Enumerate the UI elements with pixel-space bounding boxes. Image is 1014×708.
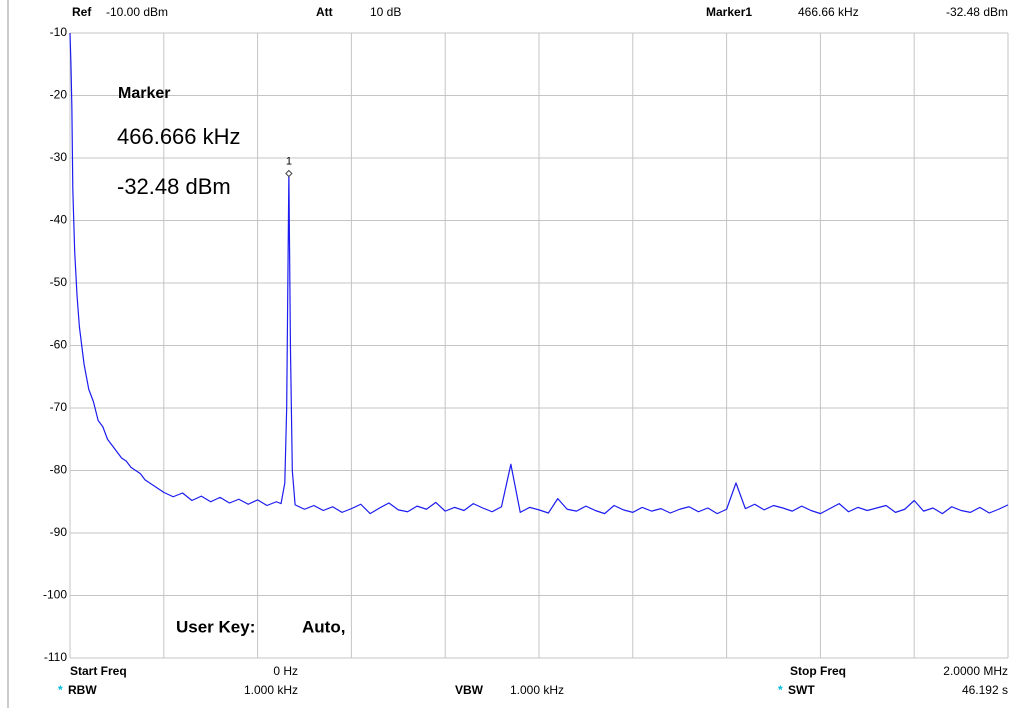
rbw-label: RBW bbox=[68, 683, 97, 697]
y-tick-label: -90 bbox=[50, 525, 68, 539]
marker-header-level: -32.48 dBm bbox=[946, 5, 1008, 19]
y-tick-label: -110 bbox=[44, 650, 67, 664]
stop-freq-label: Stop Freq bbox=[790, 664, 846, 678]
att-label: Att bbox=[316, 5, 333, 19]
rbw-star: * bbox=[58, 683, 63, 697]
vbw-value: 1.000 kHz bbox=[510, 683, 564, 697]
att-value: 10 dB bbox=[370, 5, 401, 19]
y-tick-label: -40 bbox=[50, 213, 68, 227]
y-tick-label: -10 bbox=[50, 25, 68, 39]
y-tick-label: -20 bbox=[50, 88, 68, 102]
marker-point bbox=[285, 169, 293, 178]
y-tick-label: -30 bbox=[50, 150, 68, 164]
swt-label: SWT bbox=[788, 683, 815, 697]
trace-layer bbox=[69, 32, 1009, 515]
swt-value: 46.192 s bbox=[962, 683, 1008, 697]
ref-value: -10.00 dBm bbox=[106, 5, 168, 19]
grid bbox=[69, 32, 1009, 659]
start-freq-value: 0 Hz bbox=[273, 664, 298, 678]
ref-label: Ref bbox=[72, 5, 92, 19]
stop-freq-value: 2.0000 MHz bbox=[943, 664, 1008, 678]
user-key-value: Auto, bbox=[302, 617, 345, 636]
marker-box-freq: 466.666 kHz bbox=[117, 124, 241, 149]
vbw-label: VBW bbox=[455, 683, 484, 697]
marker-header-freq: 466.66 kHz bbox=[798, 5, 859, 19]
y-tick-label: -60 bbox=[50, 338, 68, 352]
start-freq-label: Start Freq bbox=[70, 664, 127, 678]
y-tick-label: -50 bbox=[50, 275, 68, 289]
y-tick-label: -80 bbox=[50, 463, 68, 477]
spectrum-trace bbox=[69, 32, 1009, 515]
marker-header-label: Marker1 bbox=[706, 5, 752, 19]
marker-box-title: Marker bbox=[118, 85, 170, 102]
swt-star: * bbox=[778, 683, 783, 697]
rbw-value: 1.000 kHz bbox=[244, 683, 298, 697]
marker-box-level: -32.48 dBm bbox=[117, 174, 231, 199]
marker-number: 1 bbox=[286, 155, 292, 167]
y-tick-label: -70 bbox=[50, 400, 68, 414]
y-tick-label: -100 bbox=[43, 588, 67, 602]
user-key-label: User Key: bbox=[176, 617, 255, 636]
